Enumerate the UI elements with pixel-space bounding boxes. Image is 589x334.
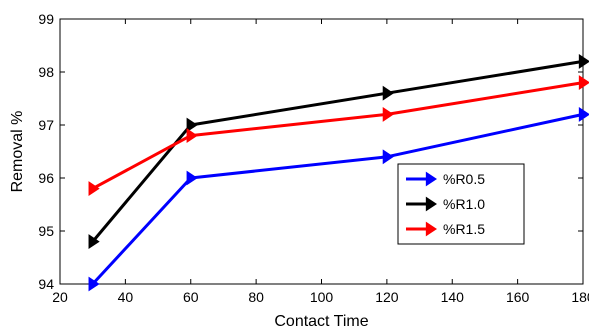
data-point [382, 149, 394, 165]
data-point [186, 170, 198, 186]
legend-entry: %R1.5 [406, 221, 485, 237]
x-tick-label: 120 [375, 289, 399, 305]
series-line [91, 81, 584, 190]
y-axis-label: Removal % [9, 111, 26, 193]
y-tick-label: 94 [38, 276, 54, 292]
legend-entry: %R1.0 [406, 196, 485, 212]
legend-label: %R0.5 [443, 171, 485, 187]
series-line [91, 112, 584, 286]
legend-entries: %R0.5 %R1.0 %R1.5 [406, 171, 485, 237]
data-point [382, 85, 394, 101]
data-point [382, 106, 394, 122]
series-line [91, 59, 584, 243]
y-tick-label: 99 [38, 11, 54, 27]
series-1 [88, 106, 589, 292]
legend-entry: %R0.5 [406, 171, 485, 187]
data-point [578, 106, 589, 122]
legend: %R0.5 %R1.0 %R1.5 [397, 163, 525, 245]
legend-label: %R1.0 [443, 196, 485, 212]
x-tick-label: 140 [441, 289, 465, 305]
x-tick-label: 80 [248, 289, 264, 305]
data-point [186, 128, 198, 144]
x-axis-label: Contact Time [274, 313, 368, 330]
legend-label: %R1.5 [443, 221, 485, 237]
data-point [186, 117, 198, 133]
data-point [88, 234, 100, 250]
data-point [578, 75, 589, 91]
axis-ticks: 20 40 60 80 100 120 140 160 180 94 95 96 97 98 99 [38, 11, 589, 305]
y-tick-label: 95 [38, 223, 54, 239]
data-point [578, 53, 589, 69]
series-layer [88, 53, 589, 292]
y-tick-label: 97 [38, 117, 54, 133]
x-tick-label: 60 [183, 289, 199, 305]
series-3 [88, 75, 589, 197]
x-tick-label: 40 [118, 289, 134, 305]
x-tick-label: 100 [310, 289, 334, 305]
legend-swatch-marker [425, 171, 437, 187]
x-tick-label: 180 [571, 289, 589, 305]
y-tick-label: 98 [38, 64, 54, 80]
y-tick-label: 96 [38, 170, 54, 186]
data-point [88, 276, 100, 292]
data-point [88, 181, 100, 197]
series-2 [88, 53, 589, 250]
x-tick-label: 160 [506, 289, 530, 305]
legend-swatch-marker [425, 196, 437, 212]
legend-swatch-marker [425, 221, 437, 237]
x-tick-label: 20 [52, 289, 68, 305]
